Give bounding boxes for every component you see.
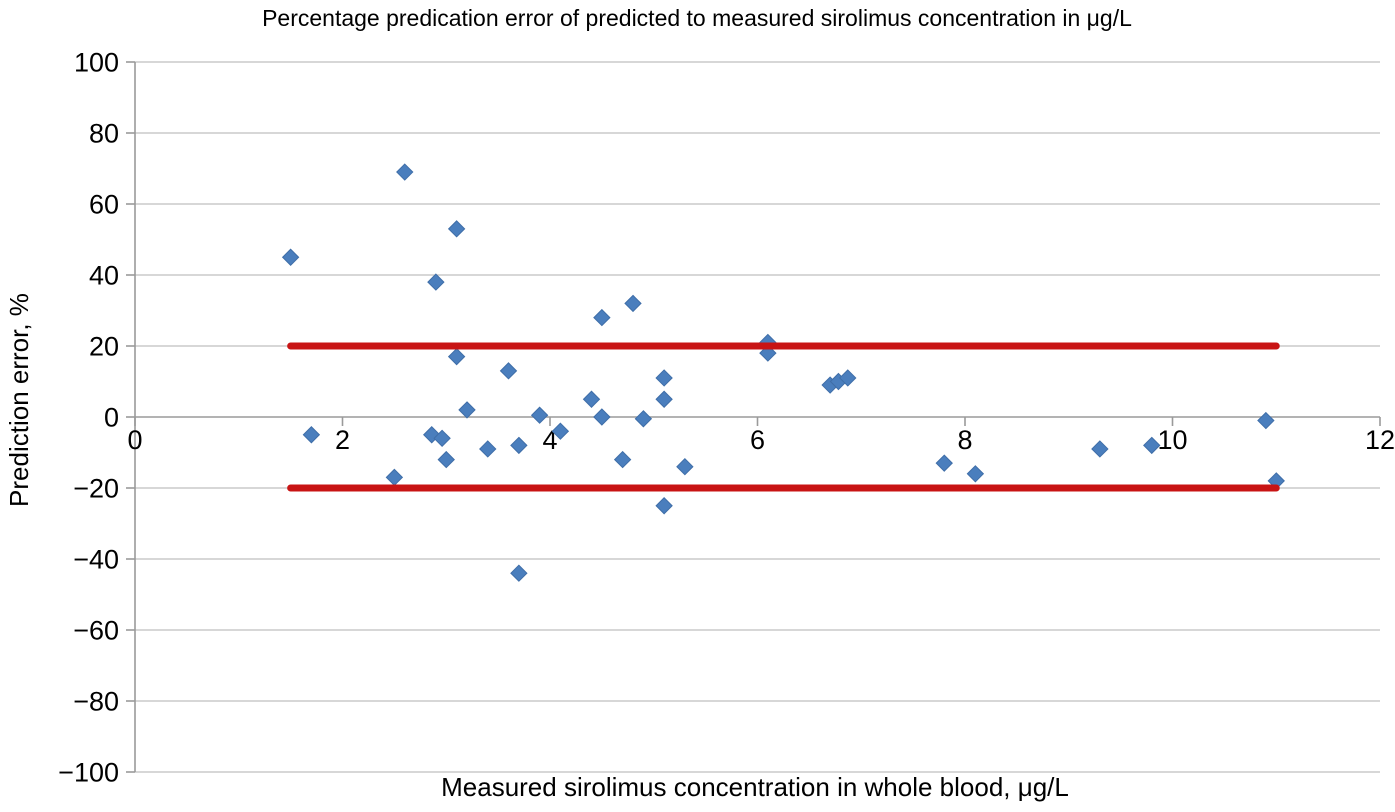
x-tick-label: 0	[127, 425, 142, 455]
data-point	[437, 450, 455, 469]
x-tick-label: 8	[957, 425, 972, 455]
y-tick-label: 60	[89, 189, 119, 219]
x-tick-label: 12	[1365, 425, 1395, 455]
data-point	[447, 347, 466, 366]
data-point	[935, 454, 953, 472]
data-point	[593, 308, 611, 327]
data-point	[613, 450, 632, 469]
data-point	[655, 390, 673, 408]
chart-title: Percentage predication error of predicte…	[262, 5, 1132, 31]
y-tick-label: −80	[73, 686, 119, 716]
axes-layer	[126, 61, 1381, 773]
x-axis-title: Measured sirolimus concentration in whol…	[441, 772, 1069, 802]
data-point	[551, 422, 570, 440]
x-tick-label: 6	[750, 425, 765, 455]
data-point	[624, 294, 642, 313]
y-tick-label: 40	[89, 260, 119, 290]
y-tick-label: 100	[74, 47, 119, 77]
y-tick-label: −20	[73, 473, 119, 503]
data-point	[655, 369, 673, 387]
y-tick-label: 20	[89, 331, 119, 361]
data-point	[1091, 440, 1109, 458]
y-axis-title: Prediction error, %	[4, 293, 34, 507]
data-point	[385, 468, 404, 487]
data-point	[281, 248, 300, 266]
x-tick-label: 2	[335, 425, 350, 455]
data-point	[396, 163, 414, 181]
data-point	[839, 369, 857, 387]
data-point	[479, 440, 497, 458]
data-point	[447, 220, 466, 238]
y-tick-label: −60	[73, 615, 119, 645]
points-layer	[281, 163, 1285, 582]
data-point	[655, 497, 673, 515]
data-point	[676, 457, 694, 476]
data-point	[1143, 436, 1161, 455]
data-point	[433, 429, 451, 448]
limit-lines-layer	[287, 342, 1280, 492]
data-point	[634, 410, 653, 428]
data-point	[458, 401, 476, 419]
data-point	[499, 362, 518, 380]
y-tick-label: −100	[58, 757, 119, 787]
y-tick-label: −40	[73, 544, 119, 574]
data-point	[302, 426, 321, 444]
y-tick-label: 0	[104, 402, 119, 432]
y-tick-label: 80	[89, 118, 119, 148]
data-point	[582, 390, 601, 408]
data-point	[966, 465, 985, 483]
x-tick-label: 10	[1157, 425, 1187, 455]
data-point	[427, 273, 445, 291]
data-point	[1257, 411, 1275, 430]
data-point	[510, 436, 528, 455]
data-point	[530, 406, 549, 424]
data-point	[593, 408, 611, 426]
data-point	[510, 564, 528, 582]
